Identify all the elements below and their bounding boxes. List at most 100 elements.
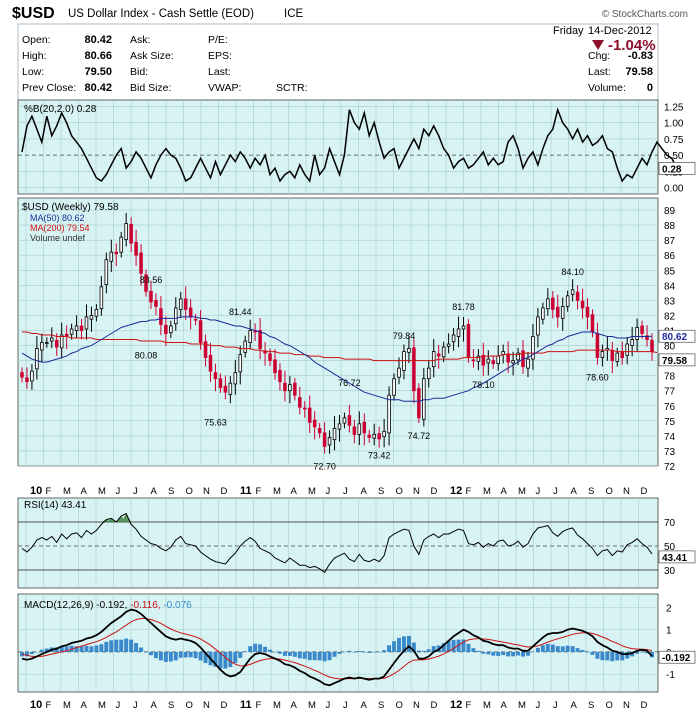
candle xyxy=(164,324,168,334)
y-tick-label: 85 xyxy=(664,266,676,277)
signal-line xyxy=(21,618,653,680)
histogram-bar xyxy=(327,651,332,661)
histogram-bar xyxy=(555,646,560,652)
candle xyxy=(59,334,64,349)
x-tick-label: O xyxy=(186,700,193,711)
price-annotation: 76.72 xyxy=(338,378,361,388)
histogram-bar xyxy=(501,651,506,656)
x-tick-label: S xyxy=(168,486,174,497)
candle xyxy=(590,314,595,333)
rsi-title: RSI(14) 43.41 xyxy=(24,500,87,511)
histogram-bar xyxy=(89,646,94,652)
date: 14-Dec-2012 xyxy=(588,25,652,37)
histogram-bar xyxy=(193,651,198,659)
candle xyxy=(174,307,178,325)
histogram-bar xyxy=(258,644,263,652)
x-axis-band xyxy=(18,484,658,498)
candle xyxy=(35,348,39,370)
candle xyxy=(278,369,282,383)
quote-box xyxy=(17,23,659,101)
histogram-bar xyxy=(471,648,476,652)
x-tick-label: D xyxy=(431,486,438,497)
candle xyxy=(392,378,396,396)
candle xyxy=(506,353,510,363)
candle xyxy=(243,340,247,353)
histogram-bar xyxy=(74,646,79,652)
candle xyxy=(486,358,491,364)
last-value-label: 80.62 xyxy=(662,332,687,343)
percent-b-plot-area xyxy=(17,99,659,195)
candle xyxy=(476,355,481,362)
x-tick-label: A xyxy=(81,700,88,711)
last-value-box xyxy=(658,329,696,343)
candle xyxy=(546,298,550,310)
candle xyxy=(357,423,362,435)
x-tick-label: O xyxy=(606,486,613,497)
candle xyxy=(40,342,44,351)
x-tick-label: N xyxy=(203,486,210,497)
histogram-bar xyxy=(600,651,605,661)
histogram-bar xyxy=(79,646,84,652)
last-value-label: 43.41 xyxy=(662,553,687,564)
candle xyxy=(293,382,297,396)
candle xyxy=(516,352,520,361)
candle xyxy=(49,337,54,342)
x-tick-label: O xyxy=(396,486,403,497)
x-tick-label: J xyxy=(133,700,138,711)
rsi-line xyxy=(21,512,653,574)
candle xyxy=(223,385,228,393)
histogram-bar xyxy=(486,651,491,655)
x-tick-label: S xyxy=(378,700,384,711)
quote-label: Last: xyxy=(208,66,231,78)
histogram-bar xyxy=(337,651,342,654)
histogram-bar xyxy=(104,641,109,652)
x-tick-label: J xyxy=(536,700,541,711)
quote-label: Bid: xyxy=(130,66,148,78)
candle xyxy=(630,339,634,346)
candle xyxy=(600,351,605,358)
histogram-bar xyxy=(238,651,243,658)
candle xyxy=(198,320,203,343)
candle xyxy=(213,372,218,380)
candle xyxy=(79,325,84,331)
quote-value: 80.42 xyxy=(84,34,112,46)
histogram-bar xyxy=(530,651,535,652)
candle xyxy=(298,397,302,408)
candle xyxy=(183,298,188,310)
candle xyxy=(382,430,386,438)
histogram-bar xyxy=(610,651,615,662)
histogram-bar xyxy=(411,642,416,652)
candle xyxy=(555,306,560,318)
candle xyxy=(466,324,471,358)
quote-label: EPS: xyxy=(208,50,232,62)
x-tick-label: J xyxy=(133,486,138,497)
candle xyxy=(317,427,322,434)
histogram-bar xyxy=(277,651,282,654)
histogram-bar xyxy=(44,648,49,652)
quote-label: Bid Size: xyxy=(130,82,171,94)
candle xyxy=(441,346,446,358)
y-tick-label: 72 xyxy=(664,462,676,473)
histogram-bar xyxy=(119,639,124,652)
histogram-bar xyxy=(401,636,406,652)
histogram-bar xyxy=(317,651,322,661)
histogram-bar xyxy=(213,651,218,667)
candle xyxy=(427,367,431,380)
histogram-bar xyxy=(645,651,650,654)
candle xyxy=(446,343,451,347)
price-panel: 83.56 80.08 81.44 75.63 76.72 72.70 73.42 79.84… xyxy=(17,197,696,473)
histogram-bar xyxy=(625,651,630,659)
candle xyxy=(436,353,441,357)
histogram-bar xyxy=(387,645,392,652)
symbol: $USD xyxy=(12,5,55,22)
x-tick-label: M xyxy=(483,700,491,711)
quote-value: 79.58 xyxy=(625,66,653,78)
histogram-bar xyxy=(64,646,69,652)
quote-value: 80.66 xyxy=(84,50,112,62)
candle xyxy=(20,372,24,378)
quote-label: High: xyxy=(22,50,47,62)
histogram-bar xyxy=(426,649,431,652)
x-tick-label: M xyxy=(98,486,106,497)
price-annotation: 80.08 xyxy=(135,350,158,360)
index-name: US Dollar Index - Cash Settle (EOD) xyxy=(68,8,254,20)
